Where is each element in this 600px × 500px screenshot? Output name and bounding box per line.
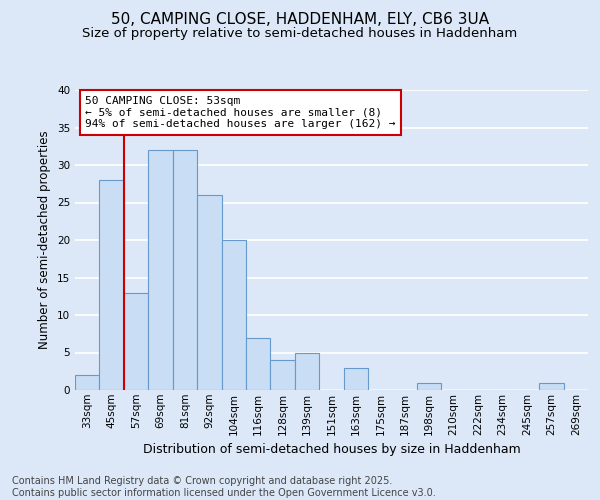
Y-axis label: Number of semi-detached properties: Number of semi-detached properties — [38, 130, 52, 350]
Bar — [75, 375, 100, 390]
Text: 50 CAMPING CLOSE: 53sqm
← 5% of semi-detached houses are smaller (8)
94% of semi: 50 CAMPING CLOSE: 53sqm ← 5% of semi-det… — [85, 96, 396, 129]
Bar — [124, 292, 148, 390]
Bar — [539, 382, 563, 390]
Bar — [344, 368, 368, 390]
Text: 50, CAMPING CLOSE, HADDENHAM, ELY, CB6 3UA: 50, CAMPING CLOSE, HADDENHAM, ELY, CB6 3… — [111, 12, 489, 28]
Bar — [271, 360, 295, 390]
Bar — [246, 338, 271, 390]
Bar — [100, 180, 124, 390]
Bar — [148, 150, 173, 390]
Bar — [221, 240, 246, 390]
Bar — [295, 352, 319, 390]
X-axis label: Distribution of semi-detached houses by size in Haddenham: Distribution of semi-detached houses by … — [143, 443, 520, 456]
Bar — [173, 150, 197, 390]
Text: Size of property relative to semi-detached houses in Haddenham: Size of property relative to semi-detach… — [82, 28, 518, 40]
Bar — [197, 195, 221, 390]
Text: Contains HM Land Registry data © Crown copyright and database right 2025.
Contai: Contains HM Land Registry data © Crown c… — [12, 476, 436, 498]
Bar — [417, 382, 442, 390]
